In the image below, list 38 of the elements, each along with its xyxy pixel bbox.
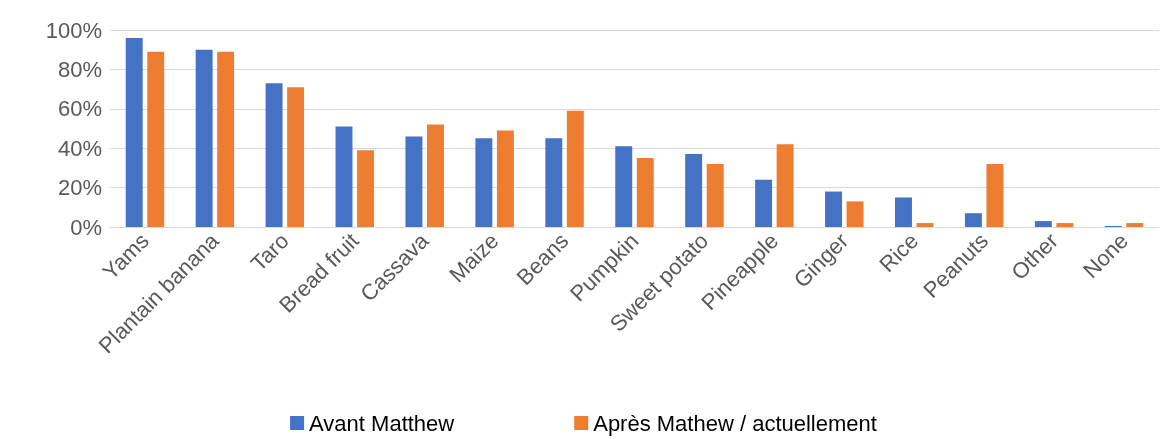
bar [426, 124, 444, 227]
bar [566, 110, 584, 227]
bar [636, 158, 654, 227]
bar [475, 138, 493, 227]
bar [147, 51, 165, 227]
bar [287, 87, 305, 227]
y-tick-label: 20% [57, 175, 102, 201]
bar [265, 83, 283, 227]
bar [964, 213, 982, 227]
bar [846, 201, 864, 227]
bar [1056, 223, 1074, 227]
bar [195, 49, 213, 227]
legend-label: Avant Matthew [309, 410, 455, 436]
bar [405, 136, 423, 227]
bar [706, 163, 724, 227]
bar [357, 150, 374, 227]
bar [916, 223, 934, 227]
y-tick-label: 80% [57, 56, 102, 82]
bar [986, 163, 1004, 227]
bar [825, 191, 843, 227]
bar [545, 138, 563, 227]
legend-label: Après Mathew / actuellement [593, 410, 877, 436]
bar [217, 51, 235, 227]
bar [125, 37, 143, 227]
y-tick-label: 0% [70, 214, 102, 240]
bar [776, 144, 794, 227]
y-tick-label: 60% [57, 96, 102, 122]
bar [755, 179, 773, 227]
bar [496, 130, 514, 227]
y-tick-label: 40% [57, 135, 102, 161]
bar [1126, 223, 1144, 227]
bar [685, 154, 703, 227]
bar [895, 197, 912, 227]
bar [1034, 221, 1052, 227]
y-tick-label: 100% [45, 17, 102, 43]
bar [615, 146, 633, 227]
bar [335, 126, 353, 227]
x-tick-label: Rice [874, 228, 924, 277]
